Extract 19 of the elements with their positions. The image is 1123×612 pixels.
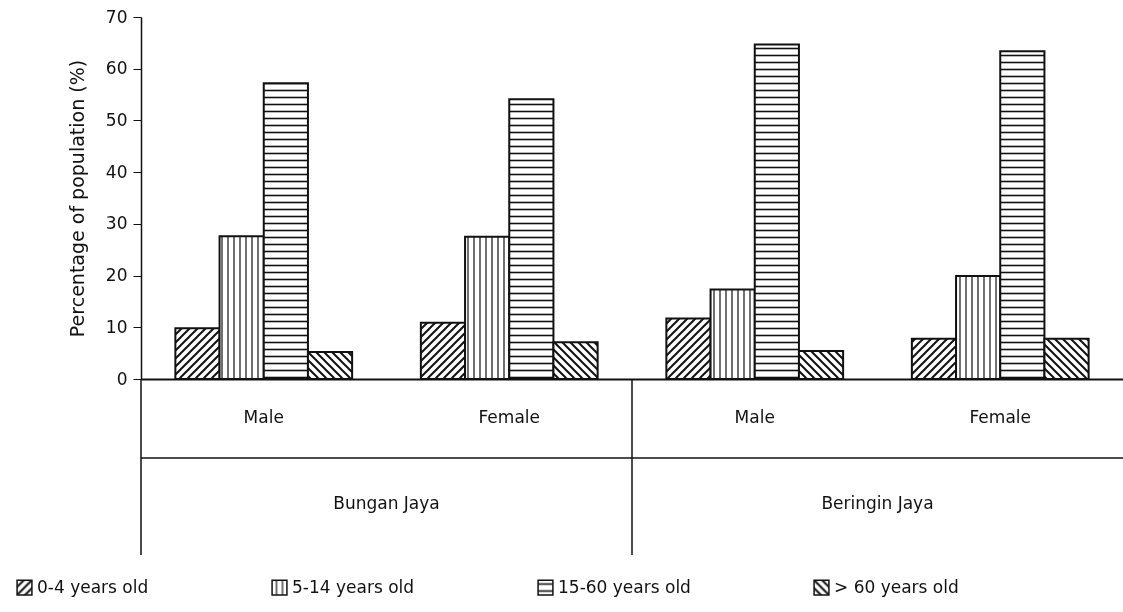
y-tick-label: 70 bbox=[105, 6, 128, 27]
y-tick-label: 50 bbox=[105, 109, 128, 130]
y-tick-label: 0 bbox=[116, 368, 128, 389]
y-tick-label: 20 bbox=[105, 265, 128, 286]
x-tick-label: Male bbox=[734, 406, 775, 427]
y-tick-label: 60 bbox=[105, 58, 128, 79]
legend-label: 15-60 years old bbox=[558, 576, 691, 597]
legend-label: 0-4 years old bbox=[37, 576, 149, 597]
text: Beringin Jaya bbox=[821, 493, 934, 513]
y-tick-label: 40 bbox=[105, 161, 128, 182]
y-axis-title: Percentage of population (%) bbox=[65, 59, 88, 338]
x-tick-label: Male bbox=[243, 406, 284, 427]
text: Bungan Jaya bbox=[333, 493, 440, 513]
y-tick-label: 10 bbox=[105, 316, 128, 337]
x-tick-label: Female bbox=[478, 406, 540, 427]
legend-label: 5-14 years old bbox=[292, 576, 415, 597]
x-tick-label: Female bbox=[969, 406, 1031, 427]
legend-label: > 60 years old bbox=[834, 576, 959, 597]
y-tick-label: 30 bbox=[105, 213, 128, 234]
